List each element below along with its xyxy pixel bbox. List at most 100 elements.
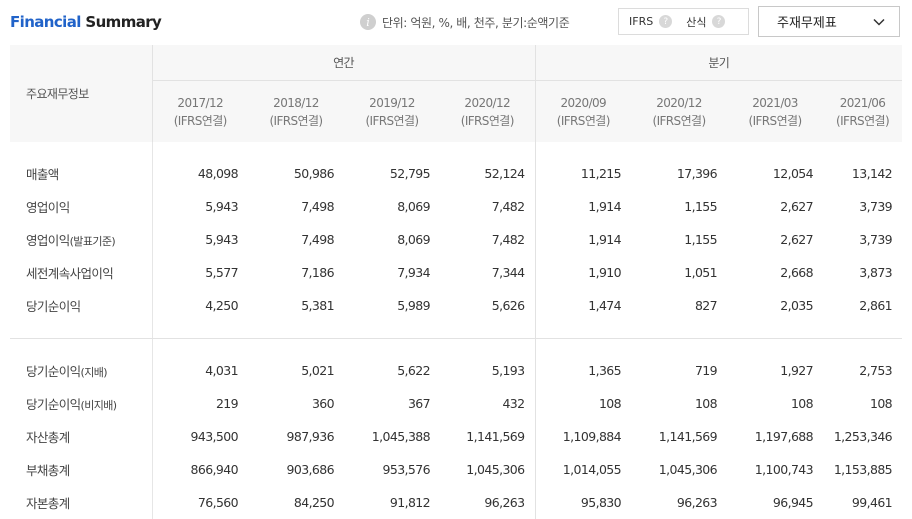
table-row: 자본총계 76,560 84,250 91,812 96,263 95,830 96,263… [10,486,902,519]
value-cell: 8,069 [397,199,430,214]
value-cell: 1,100,743 [754,462,814,477]
value-cell: 432 [502,396,525,411]
spacer-cell [631,322,728,339]
period-header: 2019/12 (IFRS연결) [344,80,440,142]
value-cell: 1,141,569 [658,429,718,444]
spacer-cell [823,142,902,157]
help-icon[interactable]: ? [712,15,726,28]
spacer-cell [152,339,248,355]
value-cell: 1,910 [534,256,632,289]
value-cell: 7,498 [301,232,334,247]
value-cell: 108 [869,396,893,411]
ifrs-option[interactable]: IFRS? [619,15,673,28]
row-label-suffix: (발표기준) [69,235,116,248]
period-date: 2020/12 [656,95,702,110]
spacer-cell [823,339,902,355]
period-header: 2021/06 (IFRS연결) [823,80,903,142]
value-cell: 5,989 [397,298,430,313]
unit-info: i 단위: 억원, %, 배, 천주, 분기:순액기준 [360,13,570,31]
value-cell: 1,253,346 [833,429,893,444]
statement-type-select[interactable]: 주재무제표 [758,6,900,37]
period-basis: (IFRS연결) [173,113,228,128]
value-cell: 903,686 [286,462,335,477]
value-cell: 827 [694,298,718,313]
value-cell: 8,069 [397,232,430,247]
table-row: 부채총계 866,940 903,686 953,576 1,045,306 1,014,… [10,453,902,486]
value-cell: 219 [215,396,239,411]
value-cell: 95,830 [534,486,632,519]
table-row: 영업이익(발표기준) 5,943 7,498 8,069 7,482 1,914 1,155… [10,223,902,256]
spacer-cell [344,339,440,355]
value-cell: 96,945 [772,495,814,510]
value-cell: 360 [311,396,335,411]
value-cell: 96,263 [484,495,525,510]
value-cell: 987,936 [286,429,335,444]
row-label: 자산총계 [10,420,153,453]
value-cell: 1,365 [534,354,632,387]
select-value: 주재무제표 [777,16,837,31]
spacer-cell [10,338,153,354]
value-cell: 1,474 [534,289,632,322]
value-cell: 2,753 [859,363,893,378]
value-cell: 953,576 [382,462,431,477]
info-icon[interactable]: i [360,14,376,30]
row-label: 매출액 [10,157,153,190]
period-header: 2020/09 (IFRS연결) [534,80,632,142]
row-label-suffix: (비지배) [80,399,118,412]
value-cell: 7,482 [491,232,525,247]
value-cell: 866,940 [190,462,239,477]
value-cell: 3,739 [859,232,893,247]
table-row: 당기순이익(비지배) 219 360 367 432 108 108 108 108 [10,387,902,420]
ifrs-label: IFRS [629,15,654,28]
row-label: 영업이익(발표기준) [10,223,153,256]
row-label-text: 자본총계 [26,496,70,511]
period-date: 2020/09 [560,95,607,110]
spacer-cell [248,322,344,339]
period-basis: (IFRS연결) [556,113,611,128]
value-cell: 52,795 [389,166,431,181]
value-cell: 7,344 [491,265,525,280]
spacer-cell [727,322,824,339]
help-icon[interactable]: ? [659,15,673,28]
period-basis: (IFRS연결) [269,113,323,128]
formula-option[interactable]: 산식? [672,14,726,30]
financial-summary-table: 주요재무정보 연간 분기 2017/12 (IFRS연결) 2018/12 (IFR… [10,45,903,519]
value-cell: 99,461 [851,495,893,510]
value-cell: 2,861 [859,298,893,313]
row-label-text: 매출액 [26,167,59,182]
table-row: 당기순이익 4,250 5,381 5,989 5,626 1,474 827 2,035 2,… [10,289,902,322]
section-title: Financial Summary [10,13,162,31]
row-label-text: 세전계속사업이익 [26,266,114,281]
row-label: 당기순이익(비지배) [10,387,153,420]
value-cell: 5,021 [301,363,334,378]
value-cell: 13,142 [851,166,893,181]
value-cell: 1,045,306 [466,462,525,477]
unit-text: 단위: 억원, %, 배, 천주, 분기:순액기준 [382,15,570,30]
table-row: 당기순이익(지배) 4,031 5,021 5,622 5,193 1,365 719 1,9… [10,354,902,387]
table-row: 매출액 48,098 50,986 52,795 52,124 11,215 17,396 1… [10,157,902,190]
spacer-cell [248,339,344,355]
period-date: 2020/12 [464,95,511,110]
period-header: 2017/12 (IFRS연결) [152,80,248,142]
table-row: 자산총계 943,500 987,936 1,045,388 1,141,569 1,10… [10,420,902,453]
value-cell: 1,109,884 [534,420,632,453]
value-cell: 2,627 [780,232,814,247]
spacer-cell [631,142,727,157]
table-row: 세전계속사업이익 5,577 7,186 7,934 7,344 1,910 1,051 2,… [10,256,902,289]
period-date: 2021/06 [839,95,886,110]
row-spacer [10,142,902,157]
formula-label: 산식 [686,15,707,29]
spacer-cell [727,339,823,355]
period-date: 2019/12 [369,95,415,110]
value-cell: 5,943 [205,232,238,247]
value-cell: 1,197,688 [754,429,814,444]
quarterly-group-header: 분기 [534,45,903,81]
value-cell: 1,155 [684,232,718,247]
row-label-text: 자산총계 [26,430,70,445]
value-cell: 2,668 [780,265,814,280]
value-cell: 5,622 [397,363,430,378]
value-cell: 4,031 [205,363,238,378]
spacer-cell [152,322,248,339]
value-cell: 12,054 [772,166,814,181]
value-cell: 1,141,569 [466,429,525,444]
